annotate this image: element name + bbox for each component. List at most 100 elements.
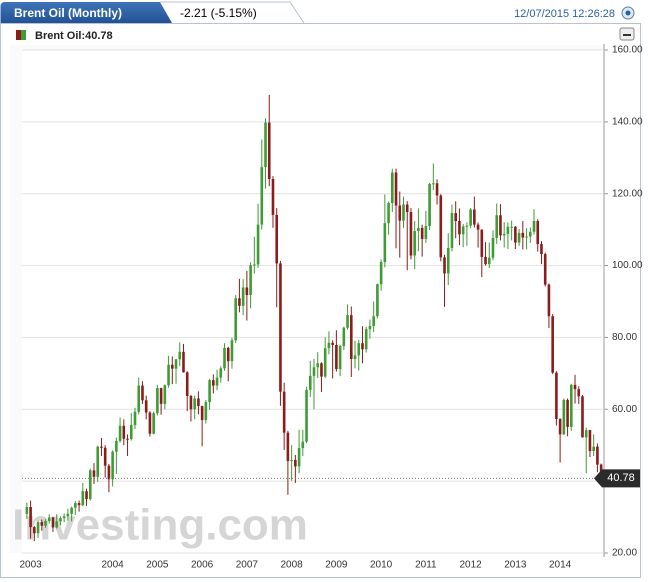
x-tick-label: 2014 bbox=[549, 560, 572, 571]
candle-body bbox=[297, 448, 301, 467]
header-border bbox=[160, 1, 305, 24]
candle-body bbox=[245, 287, 249, 296]
candle-body bbox=[129, 425, 133, 440]
candle-body bbox=[308, 375, 312, 390]
x-tick-label: 2012 bbox=[459, 560, 482, 571]
candle-body bbox=[256, 224, 260, 265]
candle-body bbox=[137, 385, 141, 412]
candle-body bbox=[368, 325, 372, 330]
x-tick-label: 2011 bbox=[415, 560, 437, 571]
candle-body bbox=[178, 351, 182, 360]
candle-body bbox=[85, 491, 88, 500]
candle-body bbox=[25, 507, 29, 514]
candle-body bbox=[47, 517, 51, 522]
candle-body bbox=[323, 348, 327, 377]
candle-body bbox=[540, 244, 543, 255]
candle-body bbox=[70, 507, 73, 514]
candle-body bbox=[33, 527, 36, 534]
plot-area bbox=[22, 50, 604, 553]
candle-body bbox=[353, 355, 357, 359]
candle-body bbox=[547, 284, 551, 317]
candle-body bbox=[74, 503, 77, 508]
x-tick-label: 2005 bbox=[146, 560, 169, 571]
candle-body bbox=[212, 380, 215, 386]
y-tick-label: 120.00 bbox=[612, 188, 643, 199]
candle-body bbox=[428, 184, 431, 227]
title-tab bbox=[0, 2, 172, 26]
candle-body bbox=[133, 411, 137, 426]
candle-body bbox=[185, 372, 189, 396]
candle-body bbox=[491, 237, 495, 258]
candle-body bbox=[476, 224, 480, 230]
candle-body bbox=[528, 231, 532, 237]
candle-body bbox=[532, 221, 536, 232]
candle-body bbox=[316, 363, 320, 368]
candle-body bbox=[346, 315, 349, 328]
candle-body bbox=[282, 391, 286, 433]
candle-body bbox=[394, 172, 398, 206]
x-tick-label: 2003 bbox=[19, 560, 42, 571]
candle-body bbox=[357, 343, 361, 356]
candle-body bbox=[260, 167, 264, 225]
candle-body bbox=[103, 447, 107, 466]
candle-body bbox=[379, 261, 383, 285]
candle-body bbox=[159, 388, 163, 404]
candle-body bbox=[383, 223, 387, 262]
candle-body bbox=[495, 215, 499, 238]
change: -2.21 (-5.15%) bbox=[180, 6, 257, 20]
timestamp: 12/07/2015 12:26:28 bbox=[514, 8, 615, 20]
candle-body bbox=[144, 400, 148, 413]
candle-body bbox=[182, 351, 185, 373]
current-price-tag bbox=[594, 469, 640, 488]
candle-body bbox=[96, 446, 100, 477]
candle-body bbox=[241, 287, 245, 306]
candle-body bbox=[193, 398, 196, 410]
candle-body bbox=[417, 227, 420, 232]
candle-body bbox=[167, 364, 170, 386]
candle-body bbox=[66, 513, 70, 517]
candle-body bbox=[264, 122, 267, 168]
candle-body bbox=[349, 315, 353, 359]
candle-body bbox=[439, 195, 443, 258]
candle-body bbox=[506, 226, 510, 234]
candle-body bbox=[420, 227, 424, 239]
candle-body bbox=[51, 517, 55, 528]
candle-body bbox=[275, 214, 279, 264]
refresh-icon-dot bbox=[625, 10, 631, 16]
candle-body bbox=[461, 226, 465, 235]
candle-body bbox=[469, 209, 472, 226]
candle-body bbox=[111, 451, 114, 480]
candle-body bbox=[29, 507, 32, 528]
candle-body bbox=[514, 226, 517, 243]
candle-body bbox=[487, 257, 491, 265]
y-tick-label: 60.00 bbox=[612, 404, 637, 415]
y-tick-label: 100.00 bbox=[612, 260, 643, 271]
x-tick-label: 2008 bbox=[281, 560, 304, 571]
candle-body bbox=[473, 209, 476, 225]
candle-body bbox=[118, 425, 122, 441]
current-price-label: 40.78 bbox=[607, 472, 635, 484]
candle-body bbox=[126, 438, 129, 440]
candle-body bbox=[204, 402, 208, 421]
candle-body bbox=[81, 491, 85, 506]
legend-label: Brent Oil:40.78 bbox=[35, 30, 113, 42]
candle-body bbox=[450, 213, 454, 248]
candle-body bbox=[573, 384, 577, 390]
candle-body bbox=[320, 363, 323, 377]
candle-body bbox=[402, 204, 405, 221]
candle-body bbox=[398, 205, 402, 221]
candle-body bbox=[215, 377, 219, 386]
candle-body bbox=[40, 522, 44, 526]
x-tick-label: 2013 bbox=[504, 560, 527, 571]
candle-body bbox=[413, 231, 416, 256]
candle-body bbox=[454, 213, 458, 222]
candle-body bbox=[521, 232, 525, 238]
y-tick-label: 80.00 bbox=[612, 332, 637, 343]
candle-body bbox=[294, 459, 297, 467]
candle-body bbox=[342, 327, 346, 347]
candle-body bbox=[331, 342, 334, 345]
candle-body bbox=[238, 298, 241, 306]
x-tick-label: 2009 bbox=[325, 560, 348, 571]
y-tick-label: 20.00 bbox=[612, 548, 637, 559]
candle-body bbox=[88, 470, 92, 500]
